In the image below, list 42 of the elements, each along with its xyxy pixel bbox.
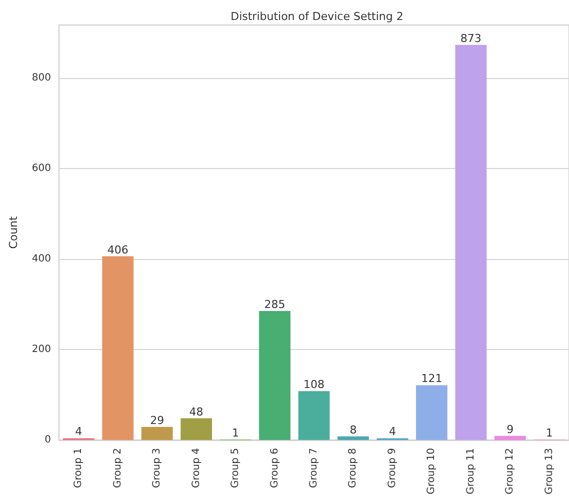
bar	[338, 436, 369, 440]
x-tick-label: Group 9	[386, 448, 398, 488]
data-label: 29	[150, 414, 164, 427]
x-tick-label: Group 6	[269, 448, 280, 488]
x-tick-label: Group 3	[152, 448, 163, 488]
chart-title: Distribution of Device Setting 2	[230, 10, 404, 23]
data-label: 1	[546, 426, 553, 440]
x-tick-label: Group 10	[426, 448, 438, 494]
y-tick-label: 200	[32, 344, 51, 355]
bar	[180, 418, 212, 440]
bar	[259, 311, 290, 440]
bar	[141, 426, 173, 440]
bar	[494, 436, 526, 440]
x-tick-label: Group 4	[190, 448, 202, 488]
bar	[455, 44, 487, 440]
y-tick-label: 600	[32, 162, 51, 174]
data-label: 9	[506, 422, 514, 436]
data-label: 285	[264, 298, 286, 312]
x-tick-label: Group 13	[544, 448, 555, 494]
data-label: 4	[388, 425, 396, 438]
y-tick-label: 800	[32, 72, 51, 84]
y-tick-label: 400	[32, 253, 51, 264]
y-axis-title: Count	[7, 215, 20, 249]
x-tick-label: Group 11	[465, 448, 476, 494]
data-label: 4	[75, 425, 82, 438]
data-label: 108	[304, 378, 324, 392]
x-tick-label: Group 5	[230, 448, 242, 488]
data-label: 8	[350, 423, 357, 436]
data-label: 1	[232, 426, 240, 440]
x-tick-label: Group 7	[308, 448, 320, 488]
bar	[102, 256, 134, 440]
data-label: 121	[421, 372, 442, 386]
data-label: 48	[189, 405, 204, 418]
x-tick-label: Group 12	[504, 448, 516, 494]
x-tick-label: Group 8	[348, 448, 359, 488]
bar	[416, 385, 448, 440]
x-tick-label: Group 1	[73, 448, 84, 488]
y-tick-label: 0	[44, 434, 51, 446]
x-tick-label: Group 2	[112, 448, 124, 488]
bar	[298, 391, 330, 440]
data-label: 873	[460, 32, 482, 45]
data-label: 406	[107, 243, 128, 256]
